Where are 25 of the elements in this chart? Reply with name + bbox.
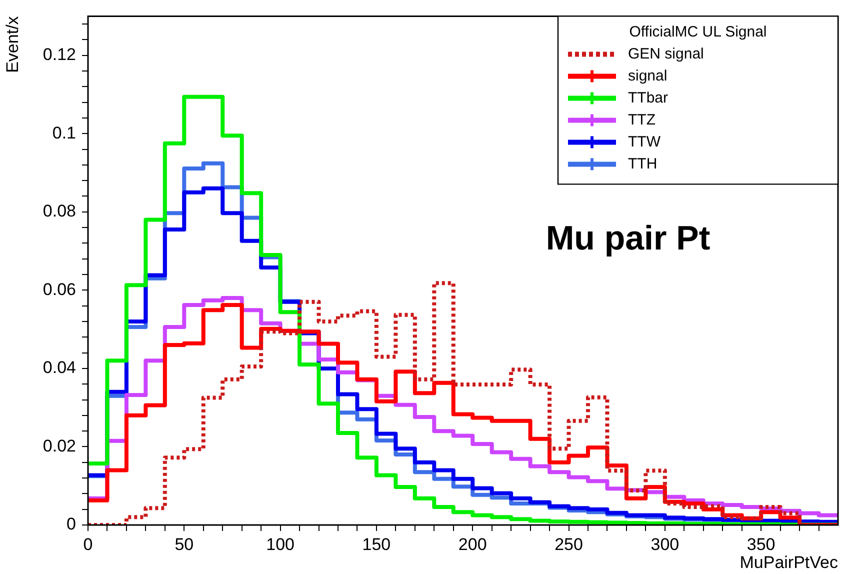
legend-label: TTH xyxy=(628,155,658,172)
legend-title: OfficialMC UL Signal xyxy=(629,23,767,40)
y-tick-label: 0.12 xyxy=(42,45,76,64)
legend-label: GEN signal xyxy=(628,45,704,62)
y-tick-label: 0.06 xyxy=(42,280,76,299)
x-axis-title: MuPairPtVec xyxy=(740,553,838,572)
y-tick-label: 0.02 xyxy=(42,436,76,456)
y-tick-label: 0 xyxy=(66,514,76,534)
x-tick-label: 100 xyxy=(266,534,294,554)
legend-label: TTZ xyxy=(628,111,656,128)
x-tick-label: 250 xyxy=(554,534,583,554)
y-tick-label: 0.1 xyxy=(52,123,76,142)
x-tick-label: 0 xyxy=(83,534,93,554)
legend-label: TTW xyxy=(628,133,662,150)
y-tick-label: 0.04 xyxy=(42,358,76,378)
x-tick-label: 350 xyxy=(746,534,776,554)
annotation: Mu pair Pt xyxy=(546,219,710,258)
y-tick-label: 0.08 xyxy=(42,202,76,221)
legend-label: TTbar xyxy=(628,89,668,106)
x-tick-label: 50 xyxy=(174,534,194,554)
legend-label: signal xyxy=(628,67,668,84)
x-tick-label: 200 xyxy=(458,534,487,554)
y-axis-title: Event/x xyxy=(3,16,22,73)
x-tick-label: 300 xyxy=(650,534,680,554)
x-tick-label: 150 xyxy=(362,534,391,554)
